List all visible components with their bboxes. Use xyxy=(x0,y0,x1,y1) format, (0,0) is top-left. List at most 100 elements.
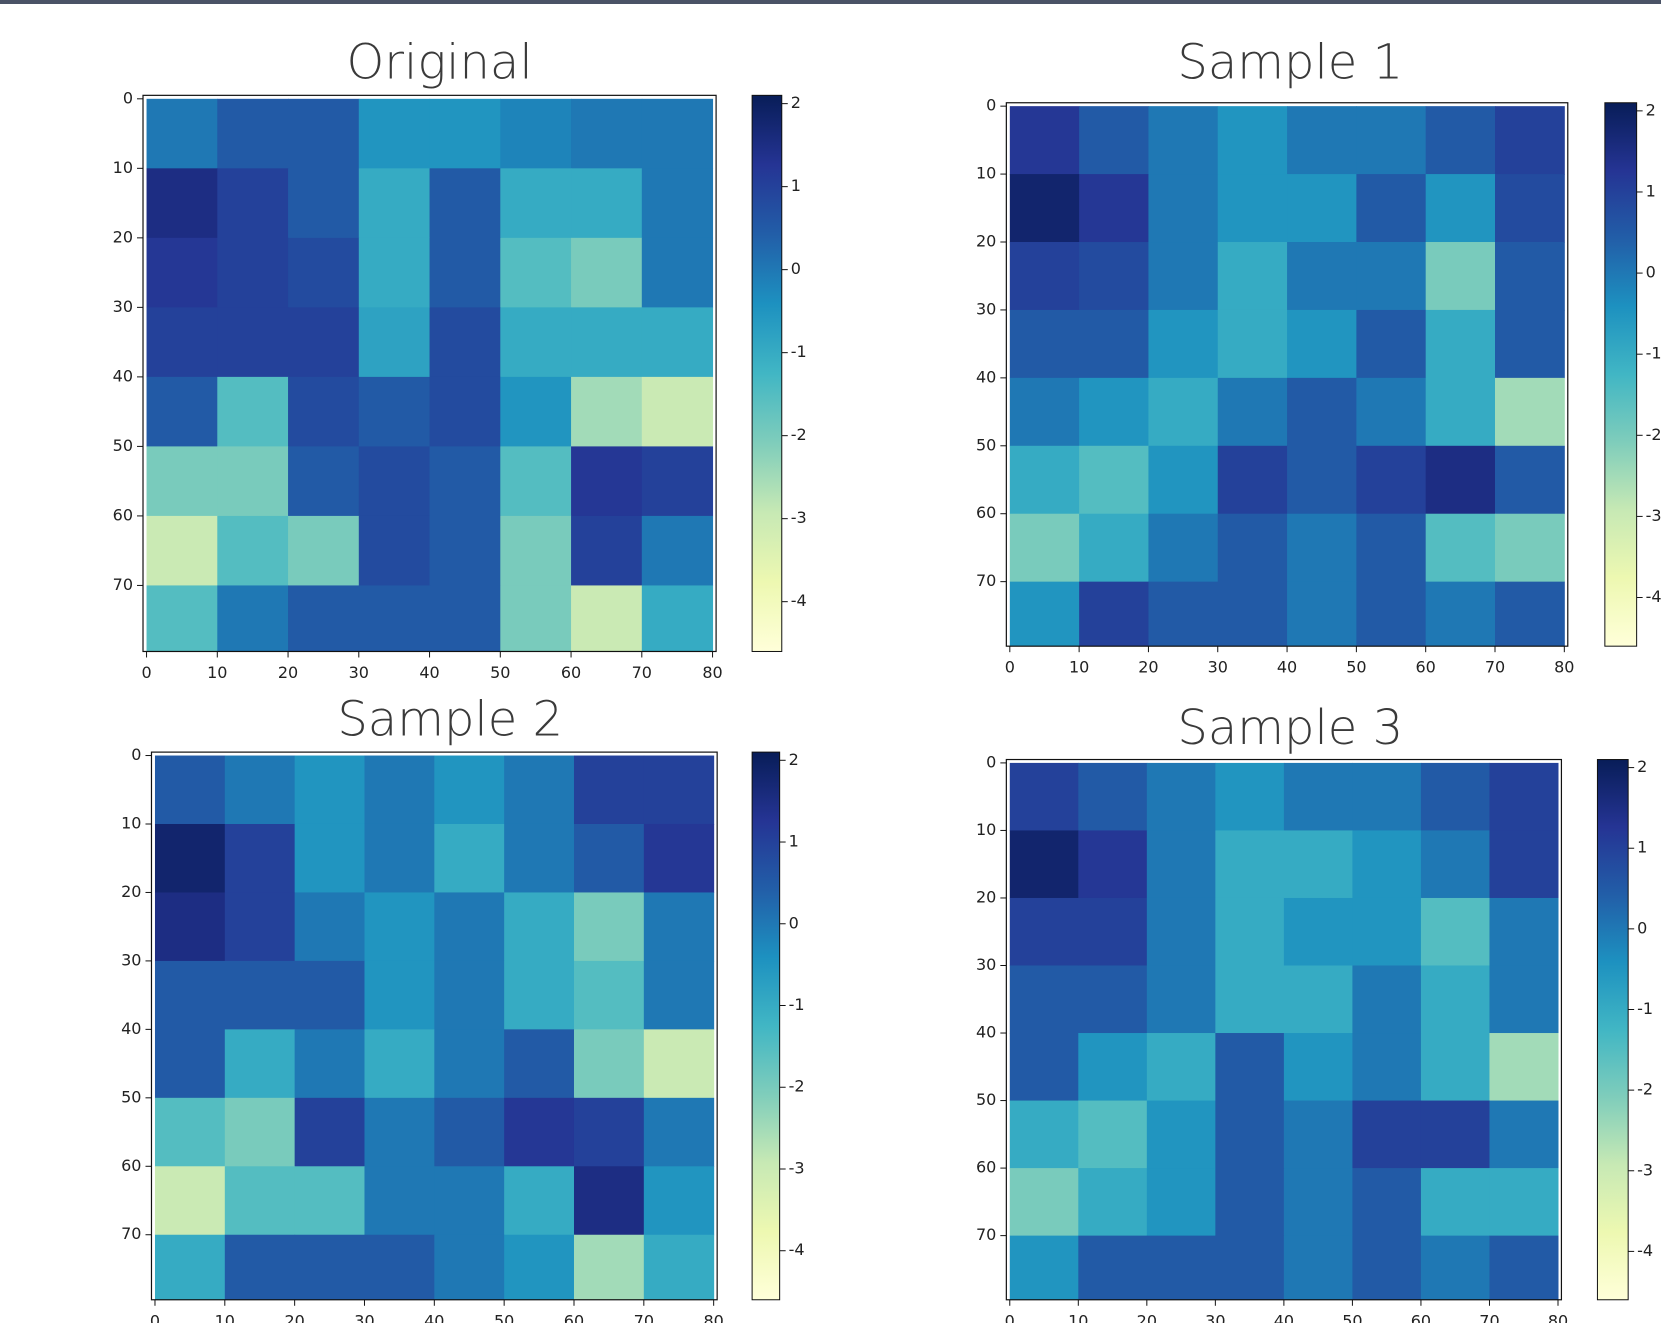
x-tick-label: 60 xyxy=(1416,658,1436,677)
heatmap-cell xyxy=(1215,1236,1284,1304)
heatmap-cell xyxy=(1426,242,1496,310)
y-tick-label: 0 xyxy=(986,752,996,771)
x-tick-label: 70 xyxy=(632,663,652,682)
heatmap-cell xyxy=(1495,310,1565,378)
heatmap-cell xyxy=(1352,965,1421,1033)
heatmap-cell xyxy=(574,1166,644,1235)
x-tick-label: 50 xyxy=(490,663,510,682)
y-tick-label: 50 xyxy=(113,436,133,455)
heatmap-cell xyxy=(644,756,714,825)
heatmap-cell xyxy=(430,377,501,447)
colorbar-tick-label: -4 xyxy=(791,591,807,610)
colorbar-tick-label: 0 xyxy=(1646,263,1656,282)
heatmap-cell xyxy=(1426,378,1496,446)
x-tick-label: 0 xyxy=(150,1311,160,1323)
figure: Original01020304050607080010203040506070… xyxy=(0,0,1661,1323)
x-tick-label: 30 xyxy=(1208,658,1228,677)
heatmap-cell xyxy=(1147,1236,1216,1304)
heatmap-cell xyxy=(155,1098,225,1167)
colorbar xyxy=(752,95,782,651)
heatmap-cell xyxy=(1284,1236,1353,1304)
heatmap-cell xyxy=(1421,1168,1490,1236)
heatmap-cells xyxy=(147,99,714,656)
heatmap-cell xyxy=(147,238,218,308)
heatmap-cell xyxy=(288,238,359,308)
x-tick-label: 70 xyxy=(1485,658,1505,677)
heatmap-cell xyxy=(147,585,218,655)
colorbar-tick-label: 1 xyxy=(791,176,801,195)
heatmap-cell xyxy=(1010,1236,1079,1304)
heatmap-cell xyxy=(288,516,359,586)
heatmap-cell xyxy=(1421,898,1490,966)
heatmap-cell xyxy=(571,516,642,586)
heatmap-cell xyxy=(430,168,501,238)
heatmap-cell xyxy=(1010,830,1079,898)
x-tick-label: 70 xyxy=(1479,1311,1499,1323)
heatmap-cell xyxy=(1352,1101,1421,1169)
heatmap-cell xyxy=(571,238,642,308)
colorbar xyxy=(1605,103,1637,646)
heatmap-cell xyxy=(1215,1168,1284,1236)
heatmap-cell xyxy=(642,377,713,447)
heatmap-cell xyxy=(1489,1236,1558,1304)
heatmap-cell xyxy=(217,377,288,447)
heatmap-cell xyxy=(155,756,225,825)
y-tick-label: 10 xyxy=(121,813,141,832)
y-tick-label: 30 xyxy=(976,955,996,974)
heatmap-cell xyxy=(1215,1033,1284,1101)
heatmap-cell xyxy=(1352,1168,1421,1236)
heatmap-cell xyxy=(1495,514,1565,582)
heatmap-cell xyxy=(1218,446,1288,514)
heatmap-cell xyxy=(1489,965,1558,1033)
y-tick-label: 50 xyxy=(121,1087,141,1106)
heatmap-cell xyxy=(1147,763,1216,831)
x-tick-label: 10 xyxy=(1068,1311,1088,1323)
heatmap-cell xyxy=(288,307,359,377)
heatmap-cell xyxy=(1010,514,1080,582)
y-tick-label: 30 xyxy=(113,297,133,316)
heatmap-cell xyxy=(225,961,295,1030)
x-tick-label: 50 xyxy=(1342,1311,1362,1323)
heatmap-cell xyxy=(217,99,288,169)
colorbar-tick-label: 0 xyxy=(789,913,799,932)
heatmap-cell xyxy=(1147,965,1216,1033)
y-tick-label: 50 xyxy=(976,435,996,454)
heatmap-cell xyxy=(295,1029,365,1098)
heatmap-cell xyxy=(288,168,359,238)
heatmap-cell xyxy=(1421,965,1490,1033)
heatmap-cell xyxy=(500,168,571,238)
heatmap-cell xyxy=(1495,446,1565,514)
heatmap-cell xyxy=(288,99,359,169)
heatmap-cell xyxy=(1495,106,1565,174)
colorbar-tick-label: -4 xyxy=(789,1240,805,1259)
heatmap-cell xyxy=(1352,898,1421,966)
heatmap-cell xyxy=(225,892,295,961)
y-tick-label: 60 xyxy=(976,503,996,522)
heatmap-cell xyxy=(225,824,295,893)
colorbar-tick-label: -2 xyxy=(1637,1080,1653,1099)
heatmap-cell xyxy=(364,756,434,825)
colorbar-tick-label: 0 xyxy=(791,259,801,278)
heatmap-cell xyxy=(359,307,430,377)
heatmap-cell xyxy=(571,99,642,169)
heatmap-cell xyxy=(1426,174,1496,242)
heatmap-cell xyxy=(430,307,501,377)
heatmap-cell xyxy=(1218,378,1288,446)
heatmap-cell xyxy=(1010,763,1079,831)
heatmap-cell xyxy=(504,1029,574,1098)
heatmap-cell xyxy=(288,446,359,516)
heatmap-cell xyxy=(155,1235,225,1304)
heatmap-cell xyxy=(1284,898,1353,966)
colorbar-tick-label: 1 xyxy=(789,832,799,851)
x-tick-label: 0 xyxy=(1005,1311,1015,1323)
heatmap-cell xyxy=(1421,1101,1490,1169)
top-border xyxy=(0,0,1661,4)
heatmap-cell xyxy=(1148,446,1218,514)
heatmap-cell xyxy=(364,824,434,893)
heatmap-cell xyxy=(500,238,571,308)
heatmap-cell xyxy=(1495,582,1565,650)
heatmap-cell xyxy=(1010,898,1079,966)
heatmap-cell xyxy=(504,824,574,893)
heatmap-cell xyxy=(1010,1033,1079,1101)
heatmap-cell xyxy=(1079,514,1149,582)
